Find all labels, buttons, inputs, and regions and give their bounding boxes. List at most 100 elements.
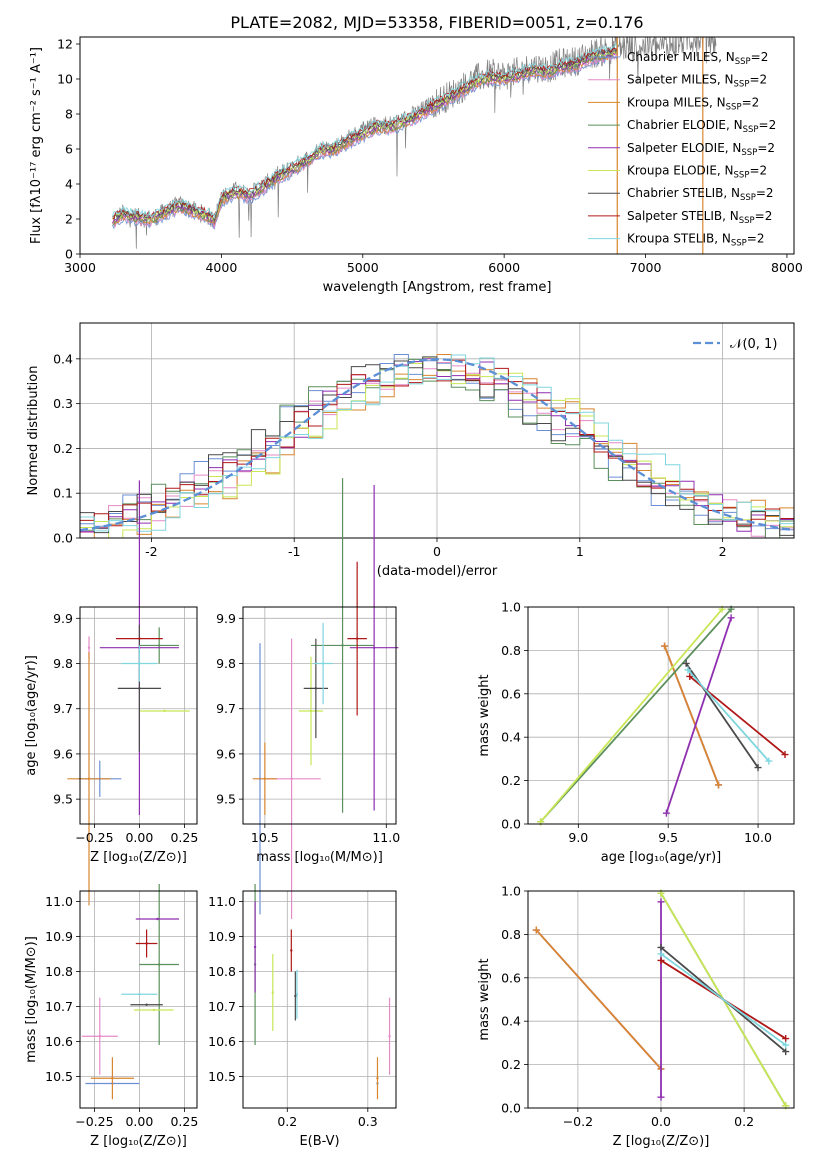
x-tick-label: −0.2 [563, 1114, 593, 1129]
series-line [687, 669, 770, 762]
x-axis-label: E(B-V) [299, 1134, 339, 1149]
x-axis-label: wavelength [Angstrom, rest frame] [323, 280, 552, 295]
data-point [341, 644, 344, 647]
data-point-marker [765, 757, 773, 765]
data-point [98, 1035, 102, 1038]
x-axis-label: age [log₁₀(age/yr)] [601, 850, 722, 865]
x-tick-label: -2 [145, 544, 157, 559]
x-tick-label: 0.0 [651, 1114, 671, 1129]
data-point [156, 917, 159, 921]
x-tick-label: 11.0 [372, 830, 400, 845]
data-point [294, 994, 297, 998]
legend-subscript: SSP [740, 193, 756, 203]
x-tick-label: 0.00 [125, 1114, 153, 1129]
data-point-marker [727, 614, 735, 622]
legend-label: Kroupa ELODIE, NSSP=2 [627, 164, 767, 181]
x-tick-label: 2 [719, 544, 727, 559]
data-point [295, 993, 299, 996]
y-tick-label: 10.6 [208, 1034, 236, 1049]
data-point [145, 1003, 148, 1006]
data-point [145, 942, 148, 945]
y-tick-label: 0.6 [501, 686, 521, 701]
x-tick-label: 10.0 [744, 830, 772, 845]
legend-label: Kroupa STELIB, NSSP=2 [627, 232, 765, 249]
y-tick-label: 10 [57, 72, 73, 87]
data-point-marker [782, 1035, 790, 1043]
data-point [87, 646, 91, 649]
legend-subscript: SSP [734, 80, 750, 90]
x-tick-label: 4000 [205, 260, 237, 275]
y-axis-label: mass [log₁₀(M/M⊙)] [24, 936, 39, 1063]
data-point [309, 709, 313, 713]
y-tick-label: 0.2 [501, 773, 521, 788]
y-tick-label: 9.8 [53, 656, 73, 671]
legend-suffix: =2 [751, 50, 769, 64]
legend-suffix: =2 [747, 232, 765, 246]
legend-subscript: SSP [726, 102, 742, 112]
residual-plot [80, 354, 794, 538]
figure-title: PLATE=2082, MJD=53358, FIBERID=0051, z=0… [230, 13, 643, 32]
data-point-marker [657, 943, 665, 951]
y-tick-label: 9.8 [216, 656, 236, 671]
residual-histogram [80, 356, 794, 536]
x-tick-label: 8000 [771, 260, 803, 275]
legend-label: Kroupa MILES, NSSP=2 [627, 95, 759, 112]
y-tick-label: 4 [65, 177, 73, 192]
y-tick-label: 0.4 [501, 730, 521, 745]
data-point-marker [657, 950, 665, 958]
data-point-marker [782, 1041, 790, 1049]
legend-label: Salpeter MILES, NSSP=2 [627, 73, 767, 90]
y-tick-label: 0.2 [501, 1057, 521, 1072]
y-tick-label: 10.8 [208, 964, 236, 979]
x-axis-label: Z [log₁₀(Z/Z⊙)] [90, 1134, 187, 1149]
y-tick-label: 9.5 [216, 792, 236, 807]
x-tick-label: 0 [433, 544, 441, 559]
legend-suffix: =2 [755, 209, 773, 223]
data-point [321, 662, 325, 665]
y-tick-label: 0.0 [501, 817, 521, 832]
data-point [355, 637, 359, 640]
data-point-marker [532, 926, 540, 934]
y-tick-label: 10.8 [45, 964, 73, 979]
legend-label: Chabrier ELODIE, NSSP=2 [627, 118, 776, 135]
y-tick-label: 0.2 [53, 441, 73, 456]
y-tick-label: 9.6 [216, 746, 236, 761]
y-tick-label: 6 [65, 142, 73, 157]
legend-subscript: SSP [734, 171, 750, 181]
data-point-marker [662, 809, 670, 817]
y-tick-label: 1.0 [501, 884, 521, 899]
axes-frame [242, 606, 397, 825]
y-tick-label: 8 [65, 107, 73, 122]
y-tick-label: 0.6 [501, 970, 521, 985]
legend-label: Chabrier MILES, NSSP=2 [627, 50, 768, 67]
x-tick-label: 0.2 [734, 1114, 754, 1129]
series-line [665, 617, 732, 814]
y-tick-label: 10.6 [45, 1034, 73, 1049]
spectrum-plot [112, 37, 717, 254]
y-tick-label: 0.4 [53, 351, 73, 366]
data-point-marker [715, 781, 723, 789]
x-axis-label: Z [log₁₀(Z/Z⊙)] [90, 850, 187, 865]
legend-label: Chabrier STELIB, NSSP=2 [627, 186, 774, 203]
data-point-marker [684, 666, 692, 674]
data-point [253, 945, 257, 949]
data-point [271, 991, 274, 994]
legend-subscript: SSP [731, 239, 747, 249]
data-point-marker [657, 1093, 665, 1101]
y-tick-label: 9.9 [53, 611, 73, 626]
data-point-marker [682, 659, 690, 667]
data-point [152, 1008, 155, 1012]
y-tick-label: 0.0 [501, 1101, 521, 1116]
legend-subscript: SSP [743, 125, 759, 135]
x-tick-label: 1 [576, 544, 584, 559]
series-line [663, 645, 720, 786]
x-tick-label: -1 [288, 544, 300, 559]
y-tick-label: 12 [57, 37, 73, 52]
y-tick-label: 0.3 [53, 396, 73, 411]
x-axis-label: mass [log₁₀(M/M⊙)] [256, 850, 383, 865]
legend-suffix: =2 [742, 95, 760, 109]
x-tick-label: 10.5 [251, 830, 279, 845]
data-point [111, 1077, 114, 1080]
data-point [158, 644, 161, 647]
